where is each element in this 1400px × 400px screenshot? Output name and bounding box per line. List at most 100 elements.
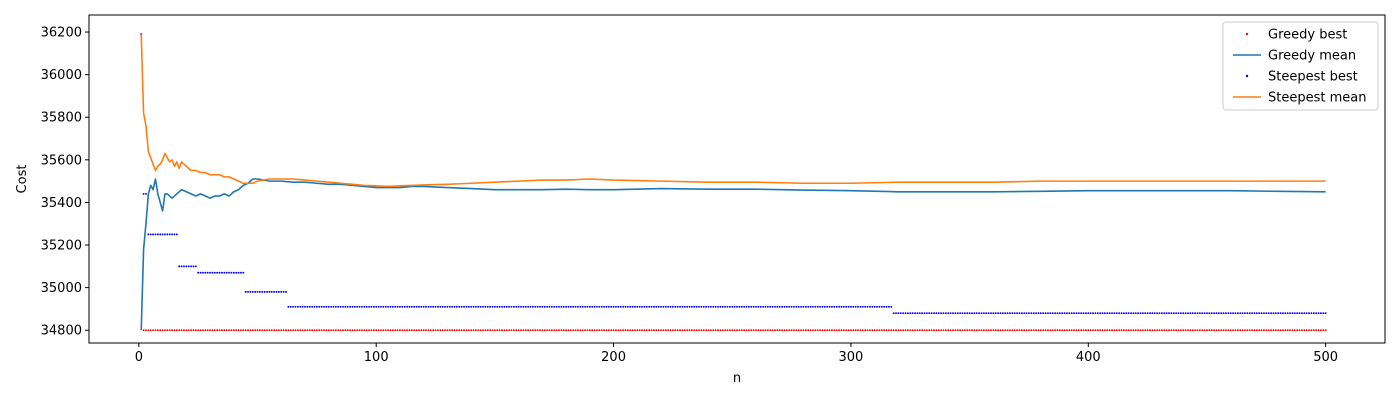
data-point <box>391 305 394 308</box>
data-point <box>1208 329 1211 332</box>
data-point <box>793 329 795 332</box>
data-point <box>425 305 427 308</box>
data-point <box>1023 312 1026 315</box>
data-point <box>1217 312 1220 315</box>
data-point <box>622 329 625 332</box>
data-point <box>429 305 432 308</box>
data-point <box>904 312 907 315</box>
data-point <box>152 329 155 332</box>
data-point <box>446 305 449 308</box>
data-point <box>539 329 541 332</box>
data-point <box>997 329 1000 332</box>
data-point <box>394 329 397 332</box>
data-point <box>142 192 145 195</box>
data-point <box>1001 329 1004 332</box>
data-point <box>1137 312 1140 315</box>
data-point <box>997 312 1000 315</box>
data-point <box>849 329 852 332</box>
data-point <box>201 271 204 274</box>
data-point <box>1020 312 1023 315</box>
data-point <box>223 271 226 274</box>
data-point <box>828 329 831 332</box>
legend-label: Steepest best <box>1268 70 1358 85</box>
data-point <box>588 329 591 332</box>
data-point <box>1047 312 1049 315</box>
data-point <box>1281 312 1284 315</box>
data-point <box>1122 329 1125 332</box>
data-point <box>406 329 409 332</box>
data-point <box>1096 329 1099 332</box>
data-point <box>375 305 378 308</box>
data-point <box>643 329 646 332</box>
data-point <box>605 305 608 308</box>
data-point <box>1134 312 1137 315</box>
data-point <box>712 329 715 332</box>
data-point <box>655 305 658 308</box>
data-point <box>546 305 549 308</box>
data-point <box>733 329 736 332</box>
y-tick-label: 35600 <box>41 153 82 168</box>
data-point <box>757 305 760 308</box>
data-point <box>847 305 850 308</box>
data-point <box>802 305 805 308</box>
data-point <box>572 305 575 308</box>
data-point <box>1289 329 1292 332</box>
data-point <box>581 305 584 308</box>
data-point <box>403 329 406 332</box>
data-point <box>183 329 185 332</box>
data-point <box>1141 329 1144 332</box>
data-point <box>270 329 273 332</box>
data-point <box>747 329 750 332</box>
data-point <box>218 329 221 332</box>
data-point <box>985 329 988 332</box>
data-point <box>370 305 373 308</box>
data-point <box>1208 312 1211 315</box>
x-tick-label: 400 <box>1076 350 1101 365</box>
data-point <box>712 305 715 308</box>
data-point <box>342 329 344 332</box>
data-point <box>399 305 401 308</box>
data-point <box>1163 329 1166 332</box>
data-point <box>1263 312 1265 315</box>
data-point <box>933 329 935 332</box>
data-point <box>1279 312 1282 315</box>
data-point <box>593 305 596 308</box>
data-point <box>823 329 826 332</box>
data-point <box>785 305 788 308</box>
data-point <box>458 305 461 308</box>
data-point <box>256 290 259 293</box>
data-point <box>914 312 916 315</box>
data-point <box>403 305 406 308</box>
data-point <box>788 329 791 332</box>
data-point <box>1227 329 1230 332</box>
data-point <box>705 329 708 332</box>
data-point <box>776 329 779 332</box>
y-axis-label: Cost <box>15 165 30 194</box>
data-point <box>531 329 534 332</box>
data-point <box>201 329 204 332</box>
data-point <box>577 329 579 332</box>
data-point <box>944 329 947 332</box>
data-point <box>598 329 601 332</box>
data-point <box>1246 329 1249 332</box>
data-point <box>755 329 757 332</box>
data-point <box>1084 312 1087 315</box>
data-point <box>593 329 596 332</box>
data-point <box>194 265 197 268</box>
data-point <box>1056 312 1059 315</box>
data-point <box>1239 312 1242 315</box>
data-point <box>417 305 420 308</box>
data-point <box>1108 329 1111 332</box>
data-point <box>1303 329 1306 332</box>
data-point <box>1194 312 1197 315</box>
y-tick-label: 35200 <box>41 239 82 254</box>
data-point <box>175 329 178 332</box>
data-point <box>681 305 684 308</box>
data-point <box>906 312 909 315</box>
data-point <box>852 329 855 332</box>
data-point <box>287 305 290 308</box>
data-point <box>757 329 760 332</box>
data-point <box>645 305 648 308</box>
data-point <box>1137 329 1140 332</box>
data-point <box>529 305 532 308</box>
